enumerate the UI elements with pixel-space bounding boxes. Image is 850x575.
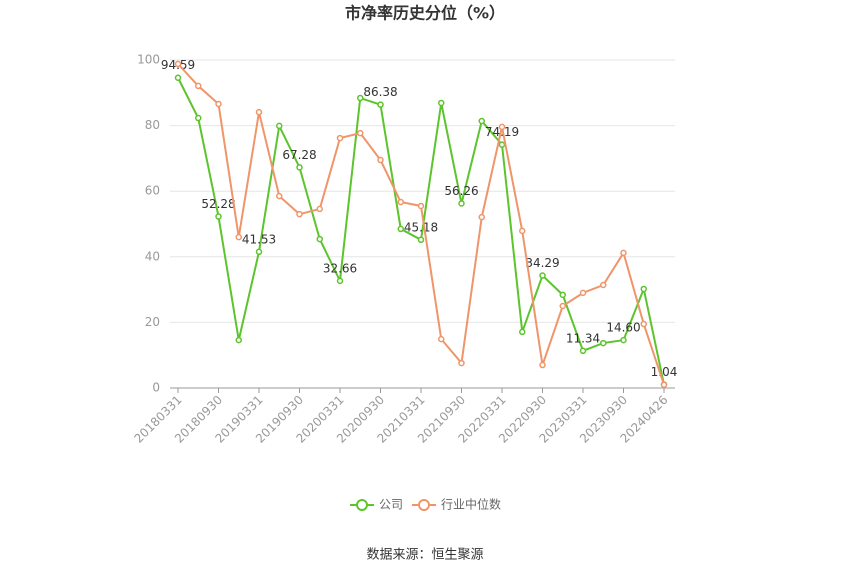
point <box>296 210 303 218</box>
legend-marker <box>418 499 430 511</box>
chart-title: 市净率历史分位（%） <box>345 4 505 23</box>
point <box>255 248 263 256</box>
y-tick-label: 80 <box>145 118 160 132</box>
point <box>539 361 546 369</box>
point <box>498 141 506 148</box>
data-label: 74.19 <box>485 125 519 139</box>
data-label: 1.04 <box>651 365 678 379</box>
y-tick-label: 40 <box>145 249 160 263</box>
point <box>174 74 182 81</box>
data-label: 45.18 <box>404 220 438 234</box>
point <box>458 359 465 367</box>
legend-marker <box>356 499 368 511</box>
point <box>559 291 566 299</box>
point <box>498 123 506 131</box>
point <box>417 236 425 244</box>
point <box>579 347 587 355</box>
data-label: 34.29 <box>525 256 559 270</box>
point <box>174 60 182 68</box>
point <box>458 200 465 207</box>
point <box>519 328 526 336</box>
y-tick-label: 100 <box>137 53 160 67</box>
point <box>235 233 242 241</box>
point <box>478 213 485 221</box>
point <box>579 289 587 297</box>
point <box>195 114 202 122</box>
point <box>559 302 566 310</box>
point <box>377 101 384 108</box>
point <box>316 235 323 243</box>
point <box>640 285 647 293</box>
point <box>336 134 344 142</box>
data-label: 32.66 <box>323 261 357 275</box>
point <box>377 156 384 164</box>
point <box>215 100 222 108</box>
data-label: 11.34 <box>566 331 600 345</box>
y-tick-label: 0 <box>152 381 160 395</box>
data-label: 67.28 <box>282 148 316 162</box>
point <box>539 272 546 279</box>
data-label: 41.53 <box>242 232 276 246</box>
legend-label: 公司 <box>379 498 403 512</box>
point <box>195 82 202 90</box>
point <box>296 164 303 171</box>
point <box>519 227 526 235</box>
point <box>438 99 445 107</box>
point <box>397 198 404 206</box>
point <box>235 336 242 344</box>
point <box>438 335 445 343</box>
point <box>620 336 627 344</box>
data-label: 14.60 <box>606 321 640 335</box>
point <box>336 277 344 285</box>
point <box>640 320 647 328</box>
point <box>357 129 364 137</box>
point <box>417 202 425 210</box>
point <box>600 339 607 347</box>
point <box>620 249 627 257</box>
data-label: 56.26 <box>444 184 478 198</box>
data-label: 86.38 <box>363 85 397 99</box>
point <box>276 122 283 130</box>
point <box>255 108 263 116</box>
point <box>357 94 364 102</box>
point <box>316 205 323 213</box>
y-tick-label: 60 <box>145 184 160 198</box>
point <box>600 281 607 289</box>
source: 数据来源：恒生聚源 <box>366 548 483 563</box>
y-tick-label: 20 <box>145 315 160 329</box>
point <box>215 213 222 220</box>
point <box>660 381 668 388</box>
point <box>478 117 485 125</box>
point <box>276 192 283 200</box>
point <box>397 225 404 233</box>
legend-label: 行业中位数 <box>441 497 501 512</box>
data-label: 52.28 <box>201 197 235 211</box>
